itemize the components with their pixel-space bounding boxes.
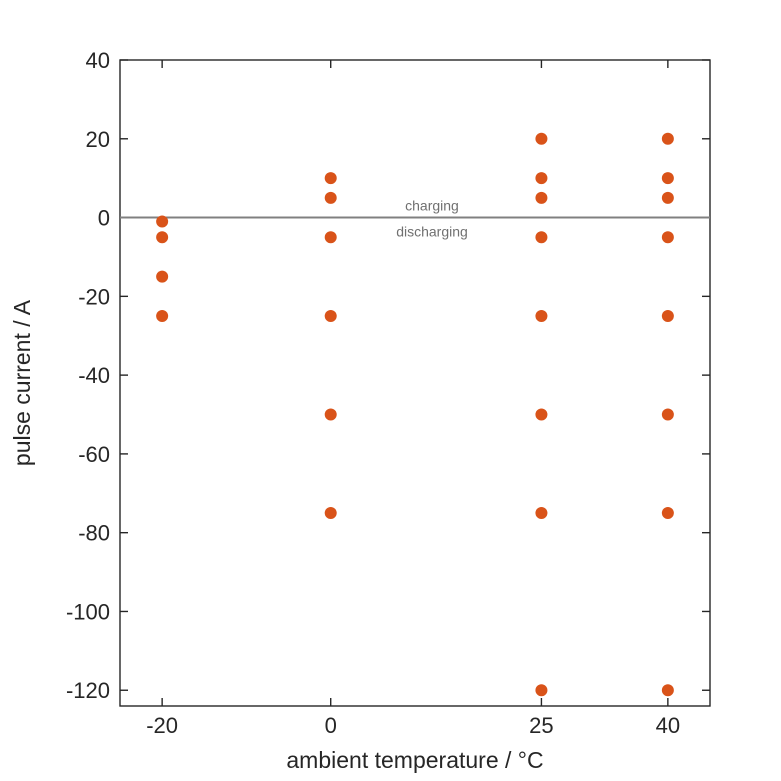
y-axis-label: pulse current / A — [9, 299, 35, 466]
charging-label: charging — [405, 198, 459, 214]
data-point — [156, 270, 169, 283]
y-tick-label: -60 — [78, 442, 110, 467]
data-point — [156, 215, 169, 228]
data-point — [156, 231, 169, 244]
data-point — [535, 191, 548, 204]
data-point — [535, 684, 548, 697]
y-tick-label: 0 — [98, 206, 110, 231]
data-point — [661, 172, 674, 185]
y-tick-label: -120 — [66, 678, 110, 703]
y-tick-label: 40 — [86, 48, 110, 73]
x-tick-label: 25 — [529, 713, 553, 738]
data-point — [535, 408, 548, 421]
data-point — [535, 231, 548, 244]
data-point — [324, 408, 337, 421]
y-tick-label: -40 — [78, 363, 110, 388]
x-tick-label: 40 — [656, 713, 680, 738]
x-axis-label: ambient temperature / °C — [286, 747, 543, 773]
data-point — [661, 684, 674, 697]
data-point — [661, 132, 674, 145]
y-tick-label: -20 — [78, 284, 110, 309]
data-point — [535, 310, 548, 323]
x-tick-label: -20 — [146, 713, 178, 738]
data-point — [535, 172, 548, 185]
data-point — [661, 310, 674, 323]
y-tick-label: 20 — [86, 127, 110, 152]
data-point — [661, 506, 674, 519]
data-point — [324, 191, 337, 204]
data-point — [324, 506, 337, 519]
y-tick-label: -100 — [66, 599, 110, 624]
data-point — [535, 132, 548, 145]
data-point — [661, 408, 674, 421]
data-point — [324, 172, 337, 185]
data-point — [661, 191, 674, 204]
data-point — [661, 231, 674, 244]
data-point — [156, 310, 169, 323]
y-tick-label: -80 — [78, 521, 110, 546]
discharging-label: discharging — [396, 224, 468, 240]
x-tick-label: 0 — [325, 713, 337, 738]
data-point — [324, 231, 337, 244]
data-point — [535, 506, 548, 519]
data-point — [324, 310, 337, 323]
plot-area — [119, 59, 711, 707]
